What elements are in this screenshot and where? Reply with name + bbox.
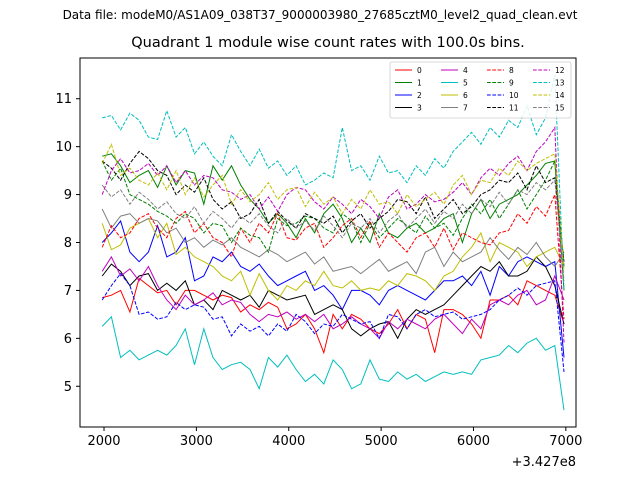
series-line-13 — [102, 74, 565, 291]
series-line-2 — [101, 219, 565, 358]
x-tick-label: 6000 — [457, 434, 490, 449]
x-tick-label: 4000 — [272, 434, 305, 449]
x-tick-label: 5000 — [365, 434, 398, 449]
legend-label-14: 14 — [555, 91, 565, 100]
legend-label-9: 9 — [509, 78, 514, 87]
legend-label-4: 4 — [463, 66, 468, 75]
y-tick-label: 10 — [55, 140, 72, 155]
series-line-10 — [101, 272, 565, 372]
series-line-1 — [102, 153, 565, 291]
legend-label-10: 10 — [509, 91, 519, 100]
y-tick-label: 9 — [64, 188, 72, 203]
y-tick-label: 5 — [64, 380, 72, 395]
series-line-8 — [101, 194, 565, 320]
y-tick-label: 7 — [64, 284, 72, 299]
series-layer — [101, 74, 565, 411]
legend-label-5: 5 — [463, 78, 468, 87]
x-tick-label: 3000 — [180, 434, 213, 449]
x-tick-label: 7000 — [549, 434, 582, 449]
series-line-6 — [101, 217, 565, 301]
series-line-12 — [101, 125, 565, 344]
legend-label-3: 3 — [417, 103, 422, 112]
y-tick-label: 6 — [64, 332, 72, 347]
series-line-9 — [101, 159, 565, 267]
series-line-11 — [101, 150, 565, 262]
x-offset-text: +3.427e8 — [512, 455, 576, 470]
chart-title: Quadrant 1 module wise count rates with … — [131, 35, 525, 51]
legend-label-6: 6 — [463, 91, 468, 100]
legend-label-13: 13 — [555, 78, 565, 87]
legend-label-15: 15 — [555, 103, 565, 112]
series-line-0 — [102, 277, 565, 355]
legend-label-7: 7 — [463, 103, 468, 112]
legend-label-12: 12 — [555, 66, 565, 75]
legend-box — [389, 61, 572, 119]
x-tick-label: 2000 — [87, 434, 120, 449]
y-tick-label: 11 — [55, 92, 72, 107]
legend-label-11: 11 — [509, 103, 519, 112]
series-line-14 — [101, 142, 565, 272]
series-line-15 — [101, 179, 565, 281]
series-line-5 — [101, 315, 565, 411]
y-tick-label: 8 — [64, 236, 72, 251]
legend-label-2: 2 — [417, 91, 422, 100]
legend-label-1: 1 — [417, 78, 422, 87]
legend-label-8: 8 — [509, 66, 514, 75]
suptitle: Data file: modeM0/AS1A09_038T37_90000039… — [62, 8, 578, 22]
legend-label-0: 0 — [417, 66, 422, 75]
series-line-3 — [101, 256, 565, 340]
series-line-7 — [101, 208, 565, 275]
